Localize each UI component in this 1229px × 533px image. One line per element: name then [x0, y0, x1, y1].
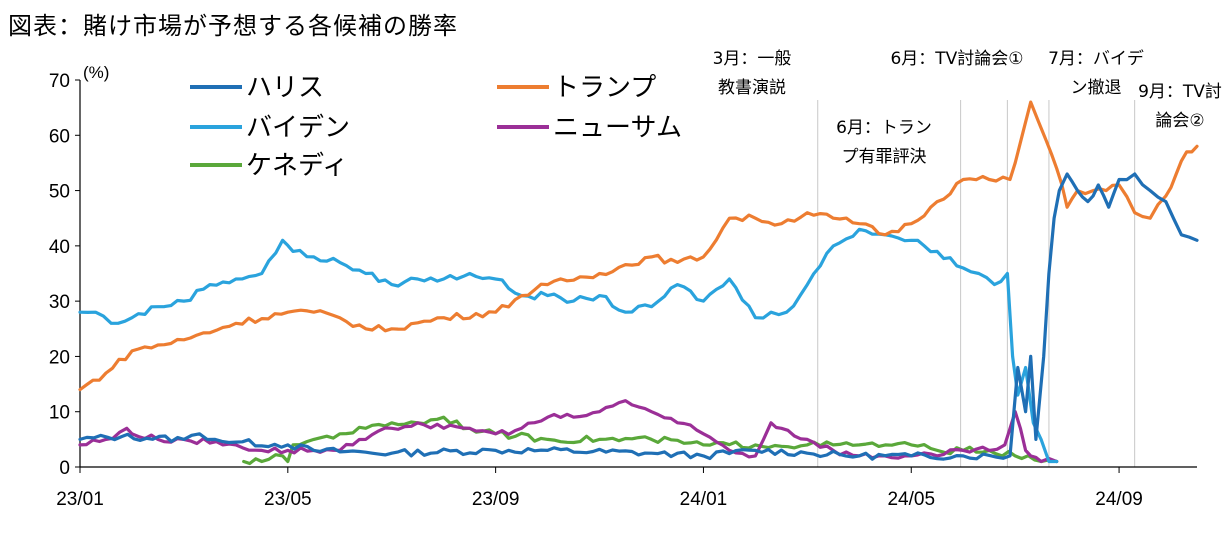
x-tick-label: 24/09: [1095, 489, 1143, 510]
legend-label-1: トランプ: [553, 73, 656, 103]
chart-title: 図表：賭け市場が予想する各候補の勝率: [8, 12, 458, 40]
x-tick-label: 23/09: [472, 489, 520, 510]
x-tick-label: 23/05: [264, 489, 312, 510]
legend-label-4: ケネディ: [246, 151, 348, 181]
series-line-2: [78, 227, 1059, 464]
y-axis-unit: (%): [83, 63, 109, 82]
series-line-4: [242, 415, 1059, 466]
series-line-0: [78, 172, 1199, 461]
y-tick-label: 70: [49, 71, 70, 92]
x-tick-label: 24/01: [680, 489, 728, 510]
legend-label-0: ハリス: [246, 73, 324, 103]
y-tick-label: 10: [49, 403, 70, 424]
annotation-3-line-0: 7月：バイデ: [1048, 48, 1144, 69]
series-line-1: [78, 100, 1199, 392]
annotation-0-line-0: 3月：一般: [713, 49, 792, 69]
annotation-0-line-1: 教書演説: [718, 78, 786, 98]
legend-label-3: ニューサム: [553, 113, 682, 143]
annotation-4-line-0: 9月：TV討: [1138, 82, 1222, 102]
y-tick-label: 60: [49, 126, 70, 147]
y-tick-label: 50: [49, 182, 70, 203]
legend-label-2: バイデン: [246, 113, 350, 143]
y-tick-label: 30: [49, 292, 70, 313]
annotation-1-line-1: プ有罪評決: [842, 147, 927, 167]
y-tick-label: 0: [59, 458, 70, 479]
annotation-2-line-0: 6月：TV討論会①: [890, 49, 1023, 69]
y-tick-label: 40: [49, 237, 70, 258]
annotation-1-line-0: 6月：トラン: [836, 118, 932, 138]
x-tick-label: 23/01: [56, 489, 104, 510]
annotation-4-line-1: 論会②: [1155, 111, 1204, 131]
series-line-3: [78, 399, 1059, 464]
y-tick-label: 20: [49, 347, 70, 368]
annotation-3-line-1: ン撤退: [1071, 78, 1122, 98]
x-tick-label: 24/05: [887, 489, 935, 510]
